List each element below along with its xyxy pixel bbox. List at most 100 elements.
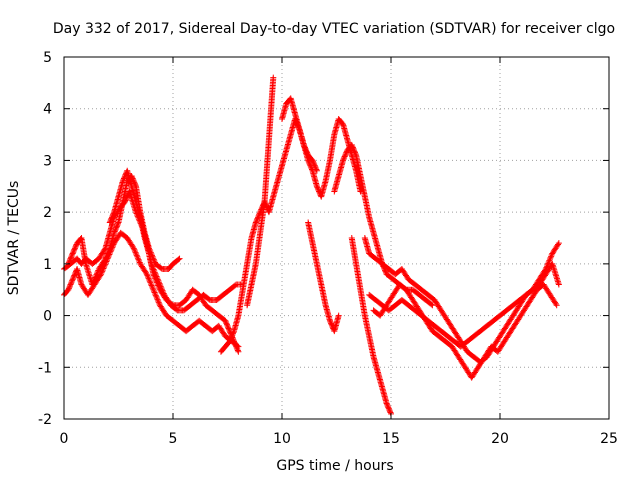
data-point [134, 255, 141, 262]
data-point [114, 220, 121, 227]
data-point [65, 259, 72, 266]
data-point [71, 246, 78, 253]
data-point [306, 161, 313, 168]
data-point [102, 255, 109, 262]
data-point [70, 275, 77, 282]
data-point [548, 253, 555, 260]
data-point [225, 324, 232, 331]
data-point [89, 281, 96, 288]
data-point [102, 254, 109, 261]
data-point [136, 259, 143, 266]
data-point [429, 302, 436, 309]
plot-border [63, 56, 610, 420]
y-tick-label: -1 [38, 360, 52, 376]
data-point [149, 283, 156, 290]
data-point [327, 319, 334, 326]
data-point [69, 251, 76, 258]
data-point [153, 278, 160, 285]
data-point [66, 256, 73, 263]
data-point [107, 216, 114, 223]
data-point [386, 408, 393, 415]
data-point [222, 319, 229, 326]
data-point [387, 409, 394, 416]
data-point [150, 288, 157, 295]
data-point [130, 245, 137, 252]
x-tick-label: 15 [382, 431, 400, 447]
data-point [108, 215, 115, 222]
data-point [69, 250, 76, 257]
data-point [91, 275, 98, 282]
data-point [132, 249, 139, 256]
data-point [120, 175, 127, 182]
data-point [552, 300, 559, 307]
data-point [104, 251, 111, 258]
data-point [69, 276, 76, 283]
data-point [553, 302, 560, 309]
data-point [112, 227, 119, 234]
data-point [383, 400, 390, 407]
data-point [113, 223, 120, 230]
data-point [335, 312, 342, 319]
data-point [68, 280, 75, 287]
data-point [106, 246, 113, 253]
data-point [305, 157, 312, 164]
data-point [328, 321, 335, 328]
data-point [386, 406, 393, 413]
data-point [109, 213, 116, 220]
data-point [70, 247, 77, 254]
y-axis-label: SDTVAR / TECUs [6, 181, 22, 296]
y-tick-label: 5 [43, 50, 52, 66]
data-point [232, 341, 239, 348]
data-point [231, 339, 238, 346]
data-point [546, 257, 553, 264]
data-point [71, 272, 78, 279]
data-point [305, 158, 312, 165]
data-point [153, 293, 160, 300]
data-point [234, 347, 241, 354]
data-point [94, 268, 101, 275]
data-point [307, 162, 314, 169]
data-point [226, 338, 233, 345]
data-point [326, 317, 333, 324]
data-point [308, 166, 315, 173]
data-point [90, 278, 97, 285]
data-point [233, 344, 240, 351]
data-point [101, 256, 108, 263]
data-point [234, 346, 241, 353]
data-point [384, 403, 391, 410]
data-point [133, 250, 140, 257]
data-point [155, 283, 162, 290]
data-point [95, 267, 102, 274]
data-point [105, 247, 112, 254]
data-point [226, 326, 233, 333]
data-point [67, 255, 74, 262]
data-point [350, 147, 357, 154]
data-point [153, 295, 160, 302]
data-point [71, 245, 78, 252]
data-point [382, 268, 389, 275]
data-point [68, 253, 75, 260]
data-point [72, 244, 79, 251]
data-point [232, 342, 239, 349]
data-point [106, 219, 113, 226]
y-tick-label: 1 [43, 257, 52, 273]
x-tick-label: 20 [491, 431, 509, 447]
data-point [65, 285, 72, 292]
data-point [104, 250, 111, 257]
data-point [228, 334, 235, 341]
plot-points [61, 74, 562, 417]
data-point [233, 343, 240, 350]
data-point [350, 145, 357, 152]
data-point [227, 337, 234, 344]
data-point [149, 285, 156, 292]
y-tick-label: 0 [43, 309, 52, 325]
x-tick-label: 10 [273, 431, 291, 447]
data-point [352, 150, 359, 157]
data-point [91, 277, 98, 284]
data-point [131, 248, 138, 255]
data-point [92, 274, 99, 281]
data-point [270, 74, 277, 81]
data-point [154, 296, 161, 303]
data-point [70, 273, 77, 280]
data-point [328, 320, 335, 327]
